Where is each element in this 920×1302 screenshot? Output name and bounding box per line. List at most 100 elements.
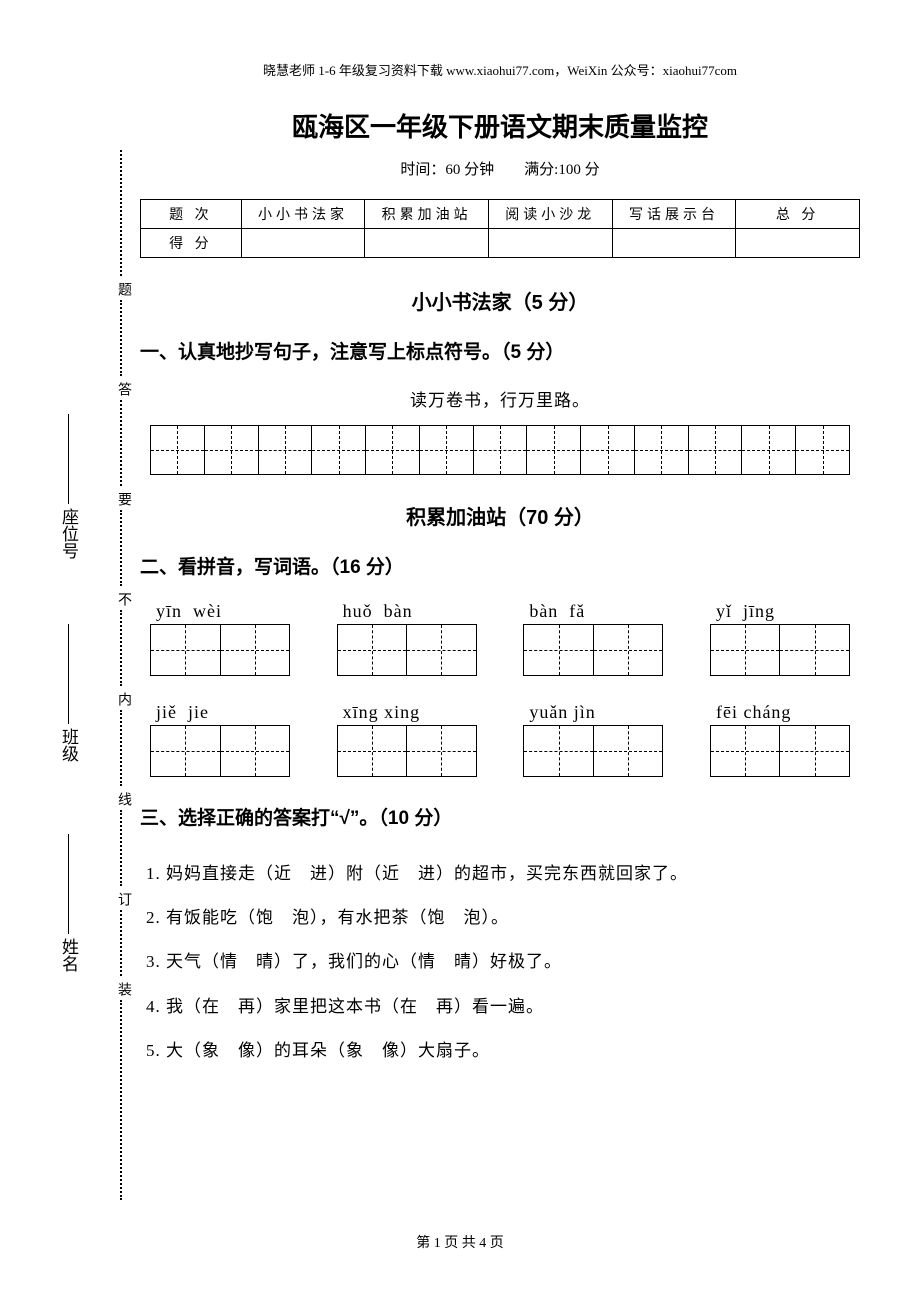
binding-gap-label: 题 <box>113 280 133 299</box>
writing-cell <box>221 726 290 776</box>
writing-cell <box>742 426 796 474</box>
pinyin-label: yuǎn jìn <box>523 702 663 723</box>
score-col-header: 阅读小沙龙 <box>488 200 612 229</box>
pinyin-label: bàn fǎ <box>523 601 663 622</box>
dotted-segment <box>120 710 122 786</box>
writing-cell <box>407 726 476 776</box>
q3-item: 3. 天气（情 晴）了，我们的心（情 晴）好极了。 <box>146 940 860 984</box>
binding-field-line <box>68 624 69 724</box>
binding-field: 姓名 <box>56 830 81 972</box>
section1-title: 小小书法家（5 分） <box>140 286 860 315</box>
binding-gap-label: 要 <box>113 490 133 509</box>
writing-cell <box>221 625 290 675</box>
writing-cell <box>407 625 476 675</box>
binding-margin: 题答要不内线订装 座位号班级姓名 <box>56 150 136 1202</box>
dotted-segment <box>120 810 122 886</box>
dotted-segment <box>120 610 122 686</box>
score-cell <box>241 229 365 258</box>
score-cell <box>612 229 736 258</box>
pinyin-grid <box>523 624 663 676</box>
score-col-header: 写话展示台 <box>612 200 736 229</box>
writing-cell <box>594 625 663 675</box>
pinyin-item: yuǎn jìn <box>523 702 663 777</box>
pinyin-grid <box>150 624 290 676</box>
binding-field-label: 姓名 <box>56 938 81 972</box>
dotted-segment <box>120 150 122 276</box>
pinyin-item: yīn wèi <box>150 601 290 676</box>
pinyin-item: huǒ bàn <box>337 601 477 676</box>
q1-writing-grid <box>150 425 850 475</box>
writing-cell <box>259 426 313 474</box>
pinyin-item: fēi cháng <box>710 702 850 777</box>
q3-item: 4. 我（在 再）家里把这本书（在 再）看一遍。 <box>146 985 860 1029</box>
writing-cell <box>338 726 408 776</box>
pinyin-grid <box>337 725 477 777</box>
binding-field: 班级 <box>56 620 81 762</box>
dotted-segment <box>120 300 122 376</box>
dotted-segment <box>120 1000 122 1200</box>
pinyin-row: jiě jie xīng xing yuǎn jìn fēi cháng <box>150 702 850 777</box>
pinyin-grid <box>337 624 477 676</box>
writing-cell <box>581 426 635 474</box>
binding-field: 座位号 <box>56 410 81 559</box>
writing-cell <box>780 625 849 675</box>
binding-field-label: 座位号 <box>56 508 81 559</box>
pinyin-label: huǒ bàn <box>337 601 477 622</box>
writing-cell <box>594 726 663 776</box>
writing-cell <box>474 426 528 474</box>
score-col-header: 小小书法家 <box>241 200 365 229</box>
writing-cell <box>205 426 259 474</box>
writing-cell <box>635 426 689 474</box>
pinyin-grid <box>710 624 850 676</box>
writing-cell <box>711 625 781 675</box>
pinyin-label: xīng xing <box>337 702 477 723</box>
writing-cell <box>524 726 594 776</box>
section2-title: 积累加油站（70 分） <box>140 501 860 530</box>
writing-cell <box>527 426 581 474</box>
binding-gap-label: 不 <box>113 590 133 609</box>
q3-item: 5. 大（象 像）的耳朵（象 像）大扇子。 <box>146 1029 860 1073</box>
q3-item: 2. 有饭能吃（饱 泡），有水把茶（饱 泡）。 <box>146 896 860 940</box>
q2-heading: 二、看拼音，写词语。（16 分） <box>140 552 860 579</box>
q1-sentence: 读万卷书，行万里路。 <box>140 386 860 411</box>
binding-field-line <box>68 834 69 934</box>
q3-heading: 三、选择正确的答案打“√”。（10 分） <box>140 803 860 830</box>
exam-subtitle: 时间：60 分钟 满分:100 分 <box>140 158 860 179</box>
binding-field-label: 班级 <box>56 728 81 762</box>
writing-cell <box>711 726 781 776</box>
writing-cell <box>312 426 366 474</box>
writing-cell <box>366 426 420 474</box>
writing-cell <box>420 426 474 474</box>
dotted-segment <box>120 910 122 976</box>
score-cell <box>736 229 860 258</box>
score-cell <box>488 229 612 258</box>
exam-title: 瓯海区一年级下册语文期末质量监控 <box>140 107 860 144</box>
page-footer: 第 1 页 共 4 页 <box>0 1232 920 1252</box>
pinyin-item: bàn fǎ <box>523 601 663 676</box>
pinyin-item: jiě jie <box>150 702 290 777</box>
binding-gap-label: 内 <box>113 690 133 709</box>
writing-cell <box>524 625 594 675</box>
score-cell <box>365 229 489 258</box>
writing-cell <box>151 726 221 776</box>
pinyin-grid <box>710 725 850 777</box>
pinyin-label: yǐ jīng <box>710 601 850 622</box>
dotted-segment <box>120 510 122 586</box>
q3-list: 1. 妈妈直接走（近 进）附（近 进）的超市，买完东西就回家了。2. 有饭能吃（… <box>146 852 860 1073</box>
writing-cell <box>151 426 205 474</box>
pinyin-row: yīn wèi huǒ bàn bàn fǎ yǐ jīng <box>150 601 850 676</box>
writing-cell <box>689 426 743 474</box>
q3-item: 1. 妈妈直接走（近 进）附（近 进）的超市，买完东西就回家了。 <box>146 852 860 896</box>
pinyin-item: yǐ jīng <box>710 601 850 676</box>
writing-cell <box>780 726 849 776</box>
dotted-segment <box>120 400 122 486</box>
pinyin-label: fēi cháng <box>710 702 850 723</box>
q1-heading: 一、认真地抄写句子，注意写上标点符号。（5 分） <box>140 337 860 364</box>
binding-field-line <box>68 414 69 504</box>
pinyin-grid <box>523 725 663 777</box>
header-note: 晓慧老师 1-6 年级复习资料下载 www.xiaohui77.com，WeiX… <box>140 60 860 79</box>
pinyin-grid <box>150 725 290 777</box>
score-row-label: 题 次 <box>141 200 242 229</box>
binding-gap-label: 订 <box>113 890 133 909</box>
score-row-label: 得 分 <box>141 229 242 258</box>
